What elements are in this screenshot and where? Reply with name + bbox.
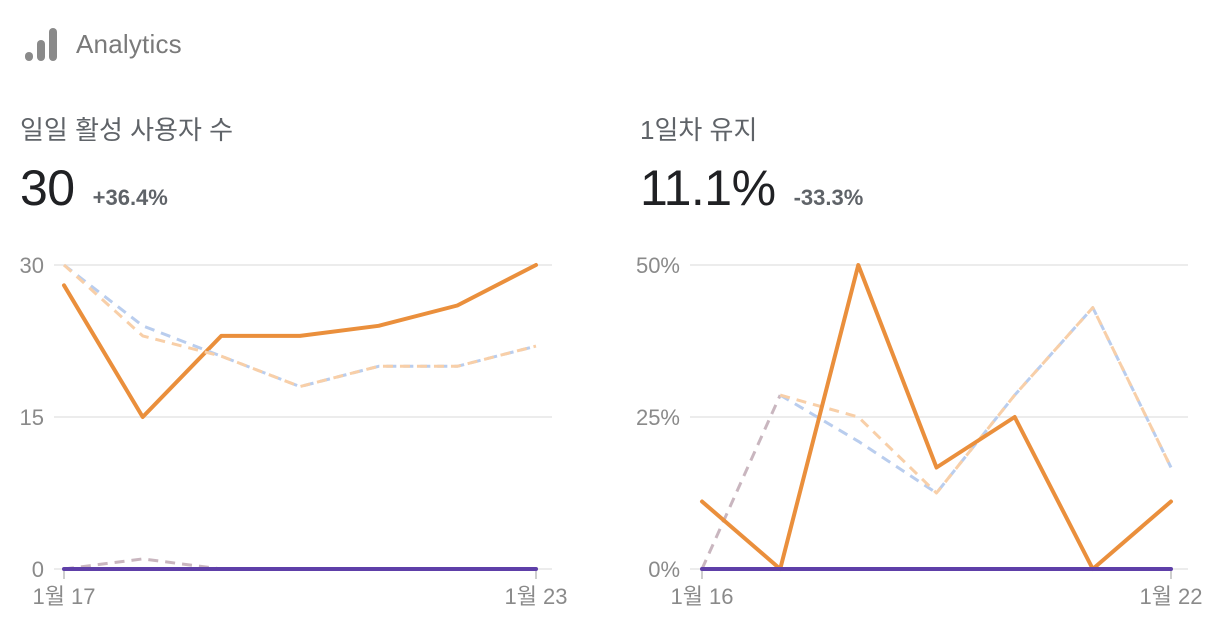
logo-bar-short (25, 52, 33, 61)
x-tick-label: 1월 17 (32, 584, 95, 609)
app-header: Analytics (24, 24, 182, 64)
x-tick-label: 1월 22 (1139, 584, 1202, 609)
metric-change: +36.4% (92, 185, 168, 210)
metric-value: 30 (20, 160, 75, 216)
series-line-2 (779, 306, 1173, 495)
metric-row: 11.1% -33.3% (640, 156, 863, 220)
metric-value: 11.1% (640, 160, 776, 216)
series-line-2 (62, 263, 537, 389)
x-tick-label: 1월 23 (504, 584, 567, 609)
y-tick-label: 0 (32, 557, 44, 582)
y-tick-label: 25% (636, 405, 680, 430)
logo-bar-medium (37, 40, 45, 61)
y-tick-label: 0% (648, 557, 680, 582)
metric-change: -33.3% (793, 185, 864, 210)
logo-bar-tall (49, 28, 57, 61)
y-tick-label: 30 (20, 253, 44, 278)
series-line-0 (62, 263, 538, 419)
metric-title: 일일 활성 사용자 수 (20, 115, 234, 145)
metric-title: 1일차 유지 (640, 115, 758, 145)
y-tick-label: 50% (636, 253, 680, 278)
y-tick-label: 15 (20, 405, 44, 430)
day1-retention-card[interactable]: 1일차 유지 11.1% -33.3% (640, 110, 863, 220)
app-title: Analytics (76, 28, 182, 59)
series-line-0 (700, 394, 782, 570)
bar-chart-icon (25, 28, 57, 61)
active-users-card[interactable]: 일일 활성 사용자 수 30 +36.4% (20, 110, 233, 220)
metric-row: 30 +36.4% (20, 156, 233, 220)
x-tick-label: 1월 16 (670, 584, 733, 609)
